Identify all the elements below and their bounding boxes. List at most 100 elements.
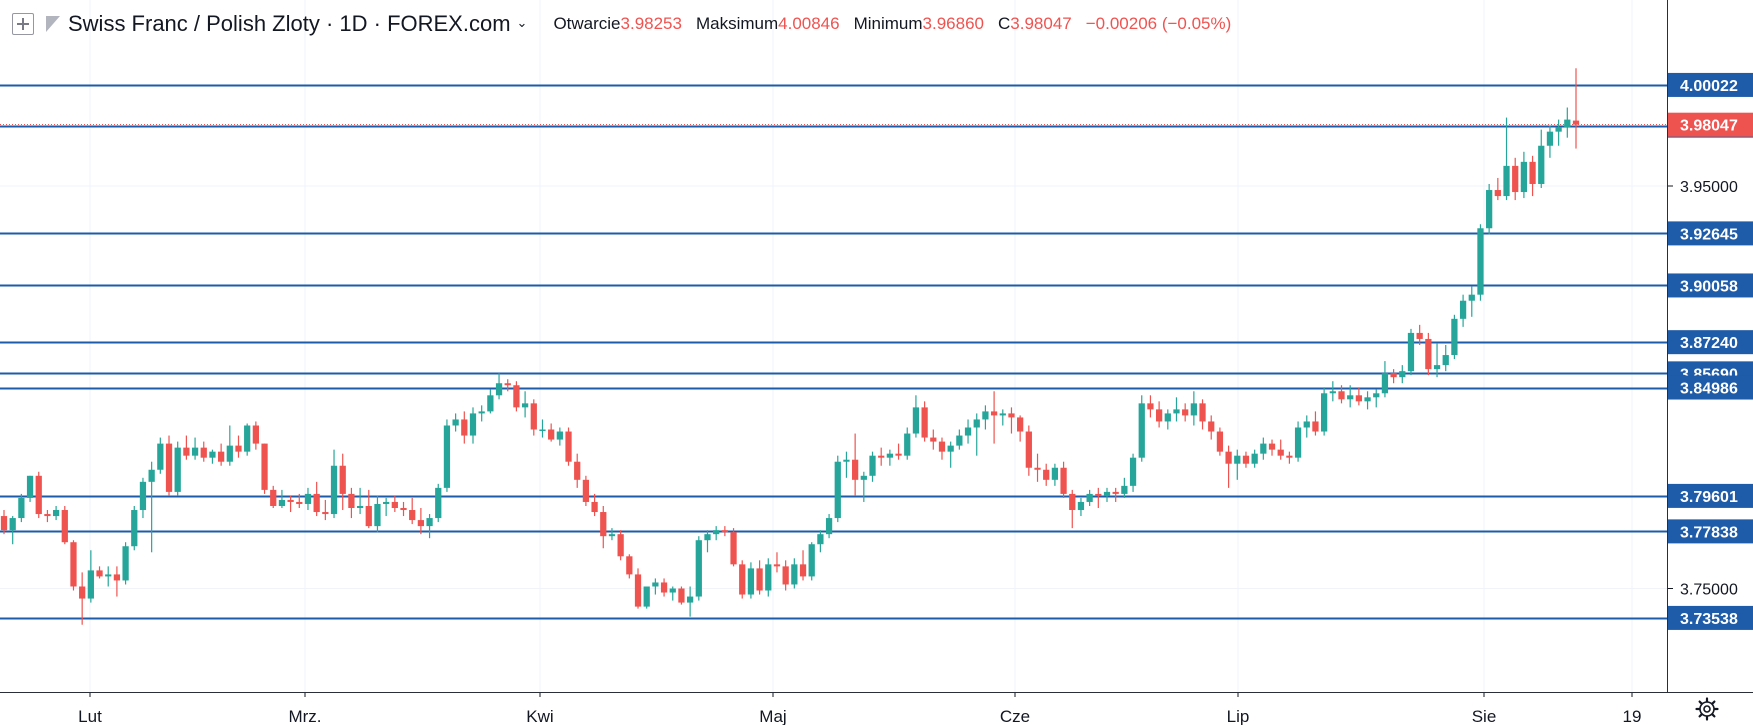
candle-body [860, 475, 867, 480]
candle-body [1138, 403, 1145, 458]
candle-body [252, 425, 259, 444]
candle-body [26, 475, 34, 498]
candle-body [165, 443, 173, 492]
candle-body [1173, 409, 1180, 414]
x-tick-label: Kwi [526, 707, 553, 725]
level-label-text: 4.00022 [1680, 78, 1738, 95]
candle-body [400, 508, 407, 511]
candle-body [660, 582, 668, 593]
candle-body [1347, 395, 1354, 400]
candle-body [1242, 455, 1250, 464]
candle-body [1564, 119, 1571, 128]
x-tick-label: Lut [78, 707, 102, 725]
candle-body [113, 574, 121, 581]
candle-body [1416, 332, 1423, 339]
candle-body [556, 431, 563, 440]
candle-body [1572, 120, 1580, 125]
candle-body [191, 447, 199, 456]
candle-body [1086, 493, 1093, 502]
candle-body [756, 568, 763, 591]
symbol-flag-icon [46, 16, 60, 32]
candle-body [35, 475, 42, 515]
candle-body [1433, 365, 1441, 370]
candle-body [695, 540, 702, 597]
level-label-text: 3.84986 [1680, 381, 1738, 398]
candle-body [617, 534, 624, 557]
candle-body [530, 403, 537, 430]
gear-icon[interactable] [1695, 697, 1719, 721]
candle-body [912, 407, 920, 434]
candle-body [921, 407, 928, 438]
level-label-box [1668, 221, 1753, 246]
candle-body [1355, 395, 1362, 402]
level-label-box [1668, 330, 1753, 355]
candle-body [990, 411, 998, 416]
candle-body [487, 395, 494, 412]
candle-body [1503, 165, 1510, 197]
candle-body [200, 447, 207, 458]
chevron-down-icon[interactable]: ⌄ [516, 15, 528, 30]
candle-body [1338, 391, 1345, 400]
close-label: C [998, 14, 1011, 33]
candle-body [304, 493, 312, 504]
candle-body [209, 451, 216, 458]
candle-body [713, 530, 720, 535]
candle-body [904, 433, 911, 456]
level-label-text: 3.77838 [1680, 524, 1738, 541]
candle-body [730, 532, 737, 565]
candle-body [782, 566, 789, 585]
candle-body [478, 411, 485, 414]
candle-body [270, 489, 277, 506]
candle-body [669, 588, 676, 593]
candle-body [1442, 355, 1449, 366]
candle-body [643, 586, 650, 607]
candle-body [886, 453, 894, 458]
candle-body [261, 443, 268, 490]
candle-body [1494, 190, 1501, 197]
candle-body [356, 505, 364, 508]
time-axis-border [0, 692, 1753, 693]
level-label-text: 3.90058 [1680, 278, 1738, 295]
candle-body [1277, 449, 1284, 456]
candle-body [61, 510, 68, 543]
candle-body [391, 501, 398, 508]
candle-body [878, 455, 885, 458]
candle-body [608, 534, 616, 537]
candle-body [982, 411, 989, 420]
candle-body [721, 530, 728, 533]
candle-body [330, 465, 338, 515]
candle-body [322, 512, 329, 515]
add-symbol-icon[interactable] [12, 13, 34, 35]
candle-body [70, 542, 77, 587]
candle-body [0, 516, 8, 531]
candle-body [383, 501, 390, 504]
x-tick-label: Mrz. [288, 707, 321, 725]
candle-body [513, 385, 520, 408]
symbol-title[interactable]: Swiss Franc / Polish Zloty · 1D · FOREX.… [68, 11, 511, 36]
candle-body [964, 427, 972, 436]
candle-body [747, 568, 755, 595]
candle-body [278, 499, 286, 506]
candle-body [148, 469, 155, 482]
candle-body [704, 534, 711, 541]
candle-body [426, 518, 433, 527]
candle-body [1407, 332, 1415, 372]
candle-body [591, 501, 598, 513]
candle-body [1034, 467, 1041, 470]
candle-body [96, 570, 103, 577]
candle-body [1147, 403, 1154, 410]
candle-body [1294, 427, 1302, 458]
candle-body [1190, 403, 1197, 416]
candle-body [365, 505, 372, 527]
level-label-box [1668, 375, 1753, 400]
candle-body [313, 493, 320, 513]
candle-body [539, 429, 546, 432]
candle-body [79, 586, 86, 599]
candle-body [678, 588, 685, 603]
candle-body [409, 510, 416, 521]
candle-body [52, 510, 60, 517]
candle-body [799, 564, 807, 577]
candle-body [1477, 228, 1484, 295]
